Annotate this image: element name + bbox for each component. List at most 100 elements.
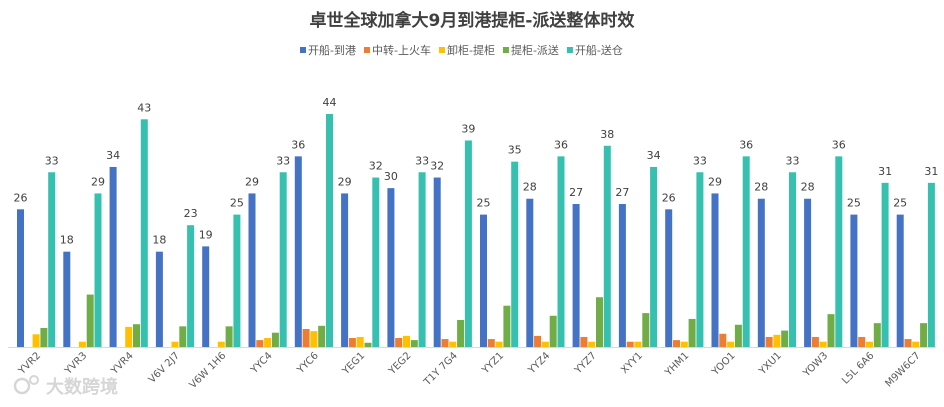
bar-4-3 bbox=[187, 225, 195, 347]
data-label: 25 bbox=[230, 197, 244, 210]
bar-4-2 bbox=[140, 119, 148, 347]
bar-0-5 bbox=[248, 193, 256, 347]
bar-4-18 bbox=[881, 182, 889, 347]
bar-3-18 bbox=[873, 323, 881, 347]
bar-3-2 bbox=[133, 324, 140, 347]
x-tick-label: YYZ1 bbox=[480, 350, 506, 376]
data-label: 32 bbox=[369, 160, 383, 173]
bar-3-0 bbox=[40, 327, 48, 347]
data-label: 29 bbox=[91, 175, 105, 188]
data-label: 33 bbox=[276, 154, 290, 167]
legend-label-1: 中转-上火车 bbox=[372, 43, 431, 57]
data-label: 35 bbox=[508, 144, 522, 157]
bar-3-10 bbox=[503, 305, 511, 347]
chart-title: 卓世全球加拿大9月到港提柜-派送整体时效 bbox=[310, 10, 635, 31]
bar-3-9 bbox=[457, 319, 465, 347]
bar-2-8 bbox=[403, 335, 410, 347]
data-label: 25 bbox=[893, 197, 907, 210]
x-tick-label: YOO1 bbox=[710, 350, 738, 378]
bar-3-15 bbox=[734, 324, 742, 347]
bar-2-14 bbox=[680, 341, 688, 347]
bar-3-4 bbox=[225, 326, 233, 347]
data-label: 25 bbox=[477, 197, 491, 210]
bar-4-19 bbox=[927, 182, 935, 347]
bar-1-8 bbox=[395, 337, 403, 347]
bar-0-9 bbox=[433, 177, 441, 347]
bar-2-18 bbox=[866, 341, 873, 347]
data-label: 39 bbox=[461, 122, 475, 135]
legend-label-3: 提柜-派送 bbox=[511, 43, 559, 57]
bar-1-15 bbox=[719, 333, 727, 347]
bar-3-11 bbox=[549, 315, 557, 347]
bar-0-1 bbox=[63, 251, 71, 347]
data-label: 18 bbox=[60, 234, 74, 247]
x-tick-label: YVR2 bbox=[16, 350, 43, 377]
data-label: 36 bbox=[832, 138, 846, 151]
bar-0-4 bbox=[202, 246, 210, 347]
bar-2-9 bbox=[449, 341, 457, 347]
data-label: 36 bbox=[739, 138, 753, 151]
bar-0-10 bbox=[480, 214, 487, 347]
data-label: 34 bbox=[647, 149, 661, 162]
bar-4-10 bbox=[511, 161, 519, 347]
x-tick-label: XYY1 bbox=[619, 350, 645, 376]
bar-4-15 bbox=[742, 156, 750, 347]
data-label: 36 bbox=[291, 138, 305, 151]
x-tick-label: YXU1 bbox=[757, 350, 784, 377]
bar-0-3 bbox=[155, 251, 163, 347]
bar-1-5 bbox=[256, 340, 264, 347]
bar-1-10 bbox=[487, 339, 495, 347]
bar-4-8 bbox=[418, 172, 426, 347]
x-tick-label: T1Y 7G4 bbox=[421, 350, 459, 388]
data-label: 27 bbox=[615, 186, 629, 199]
bar-2-13 bbox=[634, 341, 642, 347]
bar-3-6 bbox=[318, 325, 326, 347]
x-tick-label: YVR3 bbox=[62, 350, 89, 377]
bar-0-19 bbox=[896, 214, 904, 347]
bar-0-0 bbox=[17, 209, 24, 347]
legend-swatch-4 bbox=[566, 47, 573, 53]
bar-0-18 bbox=[850, 214, 858, 347]
bar-0-13 bbox=[618, 204, 626, 347]
x-tick-label: M9W6C7 bbox=[884, 350, 923, 389]
data-label: 30 bbox=[384, 170, 398, 183]
bar-4-1 bbox=[94, 193, 102, 347]
bar-4-17 bbox=[835, 156, 843, 347]
bar-2-15 bbox=[727, 341, 735, 347]
bar-0-11 bbox=[526, 198, 534, 347]
bar-3-14 bbox=[688, 318, 696, 347]
bar-2-7 bbox=[356, 336, 364, 347]
bar-3-13 bbox=[642, 313, 650, 347]
bar-4-5 bbox=[279, 172, 287, 347]
x-tick-label: L5L 6A6 bbox=[840, 350, 876, 386]
data-label: 28 bbox=[754, 181, 768, 194]
data-label: 26 bbox=[14, 191, 28, 204]
data-label: 19 bbox=[199, 228, 213, 241]
data-label: 23 bbox=[184, 207, 198, 220]
bar-2-6 bbox=[310, 331, 318, 347]
bar-1-13 bbox=[626, 341, 634, 347]
data-label: 29 bbox=[245, 175, 259, 188]
bar-2-19 bbox=[912, 341, 920, 347]
bar-4-4 bbox=[233, 214, 241, 347]
legend-label-0: 开船-到港 bbox=[308, 43, 356, 57]
data-label: 28 bbox=[523, 181, 537, 194]
data-label: 27 bbox=[569, 186, 583, 199]
data-label: 25 bbox=[847, 197, 861, 210]
bar-1-18 bbox=[858, 336, 866, 347]
legend-swatch-0 bbox=[300, 47, 306, 53]
x-axis-ticks: YVR2 YVR3 YVR4 V6V 2J7 V6W 1H6 YYC4 YYC6 YEG1 YE… bbox=[16, 350, 923, 391]
bar-4-6 bbox=[326, 114, 333, 347]
x-tick-label: YOW3 bbox=[801, 350, 830, 379]
data-label: 29 bbox=[708, 175, 722, 188]
bar-3-1 bbox=[86, 294, 94, 347]
legend-label-4: 开船-送仓 bbox=[575, 43, 623, 57]
bar-1-6 bbox=[302, 328, 310, 347]
bar-0-2 bbox=[109, 166, 117, 347]
x-tick-label: YEG2 bbox=[386, 350, 413, 377]
bar-3-17 bbox=[827, 314, 835, 347]
x-tick-label: V6V 2J7 bbox=[147, 350, 182, 385]
x-tick-label: V6W 1H6 bbox=[188, 350, 229, 391]
